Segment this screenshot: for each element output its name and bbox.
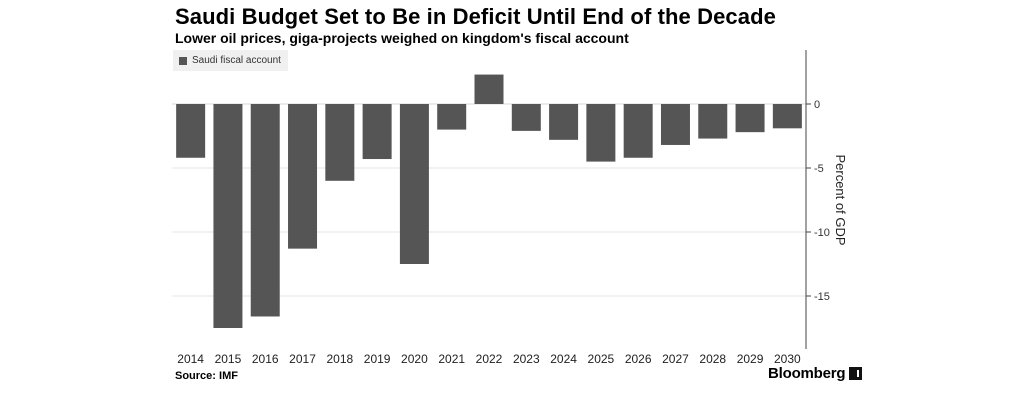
y-tick-label-0: 0 (814, 99, 820, 111)
x-tick-label-2022: 2022 (476, 352, 503, 366)
bar-2024 (549, 104, 579, 140)
x-tick-label-2018: 2018 (326, 352, 353, 366)
bar-2018 (325, 104, 355, 181)
chart-subtitle: Lower oil prices, giga-projects weighed … (175, 30, 629, 46)
x-tick-label-2025: 2025 (588, 352, 615, 366)
bar-2017 (288, 104, 318, 249)
brand-name: Bloomberg (768, 365, 846, 382)
bar-2016 (250, 104, 280, 317)
y-tick-label-2: -10 (814, 227, 830, 239)
x-tick-label-2030: 2030 (774, 352, 801, 366)
x-tick-label-2020: 2020 (401, 352, 428, 366)
bar-2026 (623, 104, 653, 158)
legend-label: Saudi fiscal account (192, 55, 281, 66)
bar-2021 (437, 104, 467, 130)
x-axis-labels: 2014 2015 2016 2017 2018 2019 2020 2021 2022 2023… (177, 352, 801, 366)
x-tick-label-2024: 2024 (550, 352, 577, 366)
x-tick-label-2016: 2016 (252, 352, 279, 366)
bloomberg-logo: Bloomberg (768, 365, 863, 382)
x-tick-label-2026: 2026 (625, 352, 652, 366)
bar-2030 (772, 104, 802, 129)
y-axis: 0 -5 -10 -15 (805, 50, 830, 349)
bar-2025 (586, 104, 616, 162)
x-tick-label-2029: 2029 (737, 352, 764, 366)
y-tick-label-3: -15 (814, 291, 830, 303)
bar-2023 (511, 104, 541, 131)
legend-swatch (179, 56, 187, 65)
x-tick-label-2027: 2027 (662, 352, 689, 366)
x-tick-label-2017: 2017 (289, 352, 316, 366)
bar-2029 (735, 104, 765, 133)
y-axis-label: Percent of GDP (833, 154, 848, 245)
bar-2027 (660, 104, 690, 145)
bar-2020 (399, 104, 429, 264)
y-tick-label-1: -5 (814, 163, 824, 175)
bar-2022 (474, 74, 504, 104)
chart-title: Saudi Budget Set to Be in Deficit Until … (175, 4, 776, 29)
x-tick-label-2015: 2015 (215, 352, 242, 366)
legend: Saudi fiscal account (173, 50, 288, 71)
x-tick-label-2019: 2019 (364, 352, 391, 366)
bar-2015 (213, 104, 243, 328)
bar-2014 (176, 104, 206, 158)
bars (176, 74, 802, 328)
x-tick-label-2023: 2023 (513, 352, 540, 366)
source-note: Source: IMF (175, 370, 238, 382)
bloomberg-mark-icon (849, 367, 863, 380)
bar-2019 (362, 104, 392, 160)
x-tick-label-2014: 2014 (177, 352, 204, 366)
x-tick-label-2021: 2021 (438, 352, 465, 366)
x-tick-label-2028: 2028 (699, 352, 726, 366)
bar-2028 (698, 104, 728, 139)
